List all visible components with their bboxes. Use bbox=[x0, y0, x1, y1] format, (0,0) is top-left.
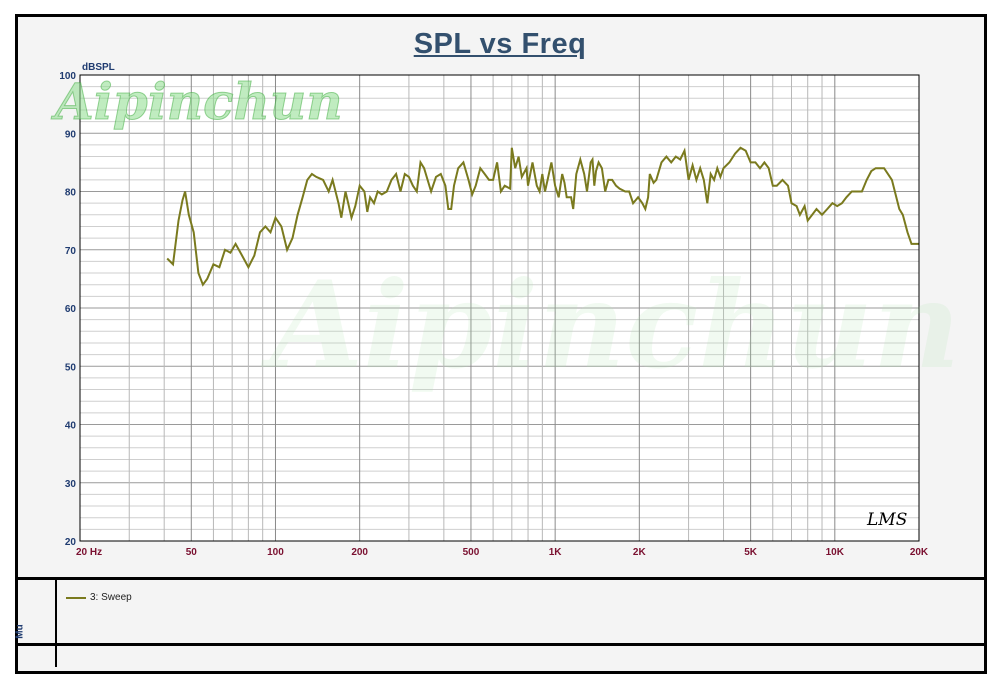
x-tick-label: 5K bbox=[744, 547, 758, 558]
plot-border bbox=[79, 74, 920, 542]
legend-divider bbox=[55, 577, 57, 667]
y-tick-labels: 20 30 40 50 60 70 80 90 100 bbox=[59, 71, 76, 548]
y-tick-label: 30 bbox=[65, 479, 77, 490]
series-line-sweep bbox=[166, 146, 919, 287]
y-tick-label: 100 bbox=[59, 71, 76, 82]
y-tick-label: 70 bbox=[65, 246, 77, 257]
watermark-center: Aipinchun bbox=[270, 255, 961, 396]
legend-panel bbox=[15, 577, 987, 646]
watermark-top: Aipinchun bbox=[55, 72, 344, 132]
y-tick-label: 50 bbox=[65, 362, 77, 373]
x-tick-label: 20 Hz bbox=[76, 547, 102, 558]
legend-swatch bbox=[66, 597, 86, 599]
grid bbox=[79, 74, 920, 542]
x-tick-label: 100 bbox=[267, 547, 284, 558]
y-tick-label: 60 bbox=[65, 304, 77, 315]
y-tick-label: 40 bbox=[65, 421, 77, 432]
lms-mark: LMS bbox=[867, 510, 908, 530]
y-axis-label: dBSPL bbox=[82, 62, 115, 73]
x-tick-labels: 20 Hz 50 100 200 500 1K 2K 5K 10K 20K bbox=[76, 547, 929, 558]
x-tick-label: 2K bbox=[633, 547, 647, 558]
chart-title: SPL vs Freq bbox=[413, 28, 587, 60]
legend-label: 3: Sweep bbox=[90, 592, 132, 603]
y-tick-label: 90 bbox=[65, 129, 77, 140]
x-tick-label: 50 bbox=[186, 547, 198, 558]
x-tick-label: 1K bbox=[549, 547, 563, 558]
y-tick-label: 80 bbox=[65, 188, 77, 199]
y-tick-label: 20 bbox=[65, 537, 77, 548]
x-tick-label: 500 bbox=[463, 547, 480, 558]
x-tick-label: 20K bbox=[910, 547, 929, 558]
x-tick-label: 200 bbox=[351, 547, 368, 558]
x-tick-label: 10K bbox=[826, 547, 845, 558]
side-label: Mu bbox=[14, 624, 26, 639]
